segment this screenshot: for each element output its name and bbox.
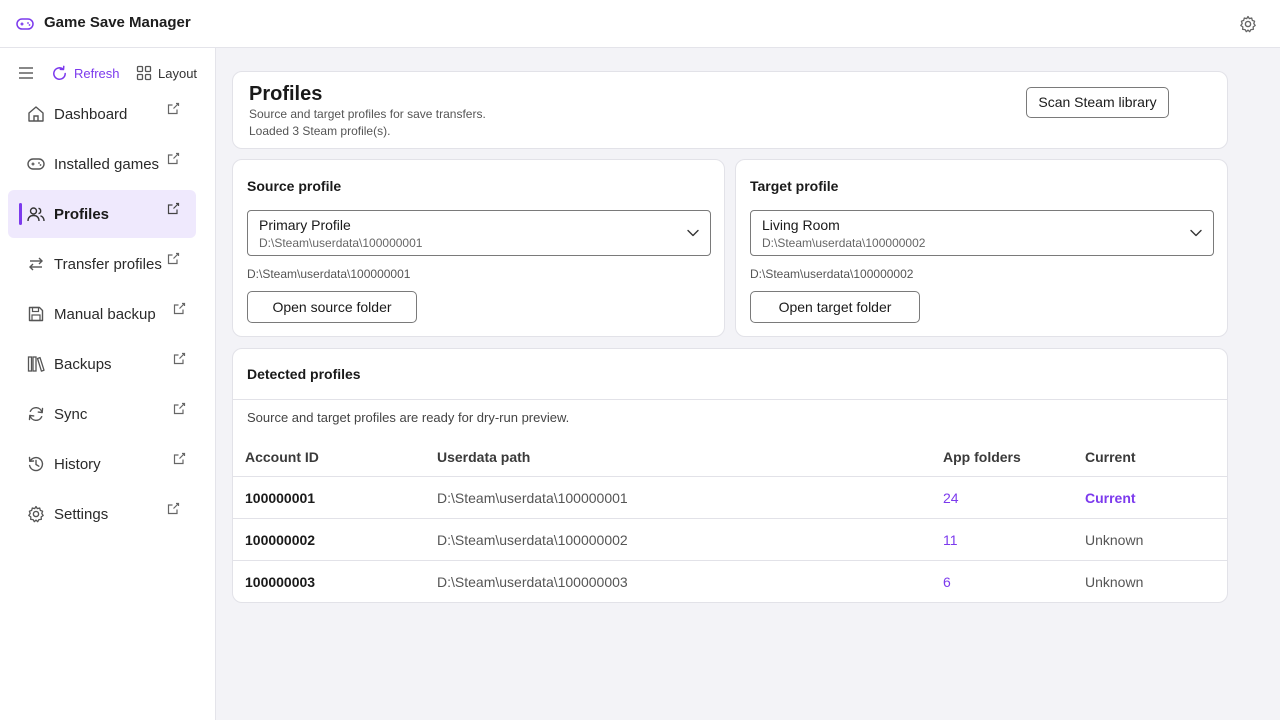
source-profile-title: Source profile [247, 178, 342, 194]
app-folders-link[interactable]: 6 [943, 574, 951, 590]
app-title: Game Save Manager [44, 14, 191, 31]
sidebar-item-dashboard[interactable]: Dashboard [8, 90, 196, 138]
account-id-cell: 100000001 [245, 490, 316, 506]
table-row[interactable]: 100000001 D:\Steam\userdata\100000001 24… [233, 477, 1227, 519]
sidebar-item-label: History [54, 456, 101, 473]
column-header-current[interactable]: Current [1085, 449, 1136, 465]
sidebar-item-label: Installed games [54, 156, 160, 173]
status-text: Loaded 3 Steam profile(s). [249, 124, 391, 138]
source-path: D:\Steam\userdata\100000001 [247, 267, 411, 281]
sidebar-item-label: Backups [54, 356, 112, 373]
sidebar-item-label: Transfer profiles [54, 256, 162, 273]
layout-label: Layout [158, 65, 198, 81]
page-title: Profiles [249, 83, 323, 105]
column-header-userdata-path[interactable]: Userdata path [437, 449, 531, 465]
title-bar: Game Save Manager [0, 0, 1280, 48]
app-folders-link[interactable]: 11 [943, 532, 958, 548]
target-path: D:\Steam\userdata\100000002 [750, 267, 914, 281]
history-icon [28, 456, 44, 472]
hamburger-menu-icon[interactable] [16, 63, 36, 83]
selected-profile-name: Living Room [762, 217, 840, 233]
gear-icon[interactable] [1238, 14, 1258, 34]
sidebar-item-label: Dashboard [54, 106, 128, 123]
refresh-label: Refresh [74, 65, 120, 81]
column-header-account-id[interactable]: Account ID [245, 449, 319, 465]
selected-profile-name: Primary Profile [259, 217, 351, 233]
userdata-path-cell: D:\Steam\userdata\100000003 [437, 574, 628, 590]
divider [233, 399, 1227, 400]
library-icon [27, 356, 45, 372]
external-link-icon [167, 102, 180, 115]
detected-profiles-title: Detected profiles [247, 366, 361, 382]
sidebar-item-label: Profiles [54, 206, 110, 223]
userdata-path-cell: D:\Steam\userdata\100000002 [437, 532, 628, 548]
external-link-icon [173, 402, 186, 415]
layout-grid-icon [136, 65, 152, 81]
external-link-icon [167, 502, 180, 515]
source-profile-card: Source profile Primary Profile D:\Steam\… [232, 159, 725, 337]
selected-profile-path: D:\Steam\userdata\100000002 [762, 236, 926, 250]
transfer-arrows-icon [29, 257, 43, 271]
gear-icon [28, 505, 44, 523]
sidebar-item-sync[interactable]: Sync [8, 390, 196, 438]
current-status-cell: Current [1085, 490, 1136, 506]
users-icon [27, 207, 45, 222]
scan-steam-library-button[interactable]: Scan Steam library [1026, 87, 1169, 118]
column-header-app-folders[interactable]: App folders [943, 449, 1021, 465]
external-link-icon [173, 352, 186, 365]
page-header-card: Profiles Source and target profiles for … [232, 71, 1228, 149]
account-id-cell: 100000002 [245, 532, 316, 548]
home-icon [28, 106, 44, 122]
chevron-down-icon [687, 229, 699, 237]
table-header-row: Account ID Userdata path App folders Cur… [233, 435, 1227, 477]
table-row[interactable]: 100000003 D:\Steam\userdata\100000003 6 … [233, 561, 1227, 602]
selected-profile-path: D:\Steam\userdata\100000001 [259, 236, 423, 250]
sidebar-item-history[interactable]: History [8, 440, 196, 488]
app-folders-link[interactable]: 24 [943, 490, 959, 506]
active-indicator [19, 203, 22, 225]
source-profile-select[interactable]: Primary Profile D:\Steam\userdata\100000… [247, 210, 711, 256]
account-id-cell: 100000003 [245, 574, 316, 590]
refresh-icon [53, 65, 66, 80]
chevron-down-icon [1190, 229, 1202, 237]
current-status-cell: Unknown [1085, 574, 1144, 590]
table-row[interactable]: 100000002 D:\Steam\userdata\100000002 11… [233, 519, 1227, 561]
target-profile-select[interactable]: Living Room D:\Steam\userdata\100000002 [750, 210, 1214, 256]
external-link-icon [167, 252, 180, 265]
open-source-folder-button[interactable]: Open source folder [247, 291, 417, 323]
current-status-cell: Unknown [1085, 532, 1144, 548]
external-link-icon [167, 202, 180, 215]
detected-profiles-message: Source and target profiles are ready for… [247, 410, 570, 425]
target-profile-card: Target profile Living Room D:\Steam\user… [735, 159, 1228, 337]
sidebar-item-label: Sync [54, 406, 88, 423]
refresh-button[interactable]: Refresh [50, 63, 120, 83]
layout-button[interactable]: Layout [136, 63, 197, 83]
open-target-folder-button[interactable]: Open target folder [750, 291, 920, 323]
detected-profiles-card: Detected profiles Source and target prof… [232, 348, 1228, 603]
external-link-icon [173, 302, 186, 315]
sidebar-item-label: Manual backup [54, 306, 156, 323]
sidebar-item-transfer-profiles[interactable]: Transfer profiles [8, 240, 196, 288]
external-link-icon [173, 452, 186, 465]
userdata-path-cell: D:\Steam\userdata\100000001 [437, 490, 628, 506]
sidebar-item-backups[interactable]: Backups [8, 340, 196, 388]
target-profile-title: Target profile [750, 178, 839, 194]
sidebar-item-settings[interactable]: Settings [8, 490, 196, 538]
gamepad-icon [16, 18, 34, 30]
gamepad-icon [27, 158, 45, 170]
sidebar-item-installed-games[interactable]: Installed games [8, 140, 196, 188]
save-disk-icon [28, 306, 44, 322]
sidebar-item-profiles[interactable]: Profiles [8, 190, 196, 238]
external-link-icon [167, 152, 180, 165]
sidebar: Refresh Layout Dashboard [0, 48, 216, 720]
sidebar-item-label: Settings [54, 506, 109, 523]
page-subtitle: Source and target profiles for save tran… [249, 107, 486, 121]
sidebar-item-manual-backup[interactable]: Manual backup [8, 290, 196, 338]
sync-icon [28, 406, 44, 422]
